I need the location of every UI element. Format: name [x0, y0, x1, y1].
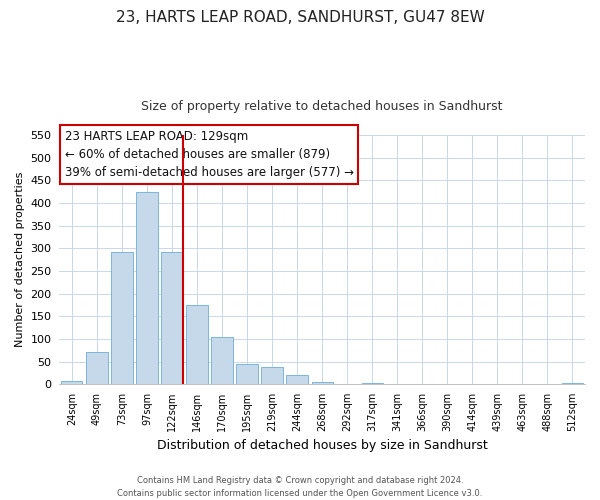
Title: Size of property relative to detached houses in Sandhurst: Size of property relative to detached ho… — [142, 100, 503, 113]
Bar — [61, 380, 82, 384]
Bar — [262, 367, 283, 384]
Bar — [161, 252, 182, 384]
Bar — [187, 305, 208, 384]
Bar — [86, 352, 107, 384]
Text: 23 HARTS LEAP ROAD: 129sqm
← 60% of detached houses are smaller (879)
39% of sem: 23 HARTS LEAP ROAD: 129sqm ← 60% of deta… — [65, 130, 353, 179]
Text: 23, HARTS LEAP ROAD, SANDHURST, GU47 8EW: 23, HARTS LEAP ROAD, SANDHURST, GU47 8EW — [116, 10, 484, 25]
Bar — [111, 252, 133, 384]
Bar — [236, 364, 258, 384]
Bar — [562, 383, 583, 384]
Bar — [286, 375, 308, 384]
X-axis label: Distribution of detached houses by size in Sandhurst: Distribution of detached houses by size … — [157, 440, 488, 452]
Bar — [362, 383, 383, 384]
Y-axis label: Number of detached properties: Number of detached properties — [15, 172, 25, 348]
Bar — [211, 336, 233, 384]
Bar — [311, 382, 333, 384]
Text: Contains HM Land Registry data © Crown copyright and database right 2024.
Contai: Contains HM Land Registry data © Crown c… — [118, 476, 482, 498]
Bar — [136, 192, 158, 384]
